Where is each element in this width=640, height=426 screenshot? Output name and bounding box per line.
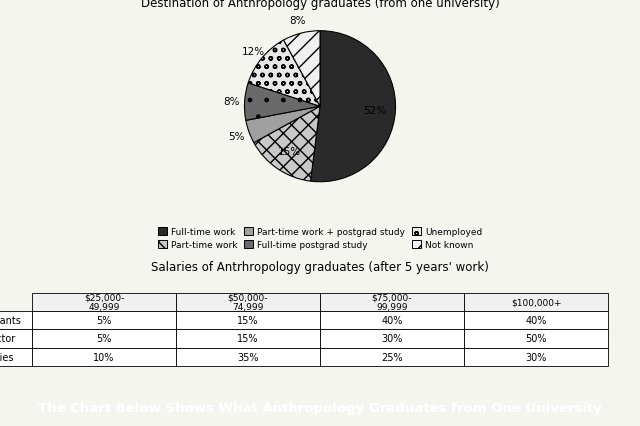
Text: 52%: 52% [363, 105, 386, 115]
Legend: Full-time work, Part-time work, Part-time work + postgrad study, Full-time postg: Full-time work, Part-time work, Part-tim… [156, 225, 484, 253]
Title: Destination of Anthropology graduates (from one university): Destination of Anthropology graduates (f… [141, 0, 499, 10]
Wedge shape [254, 107, 320, 182]
Wedge shape [284, 32, 320, 107]
Text: The Chart Below Shows What Anthropology Graduates from One University: The Chart Below Shows What Anthropology … [38, 401, 602, 414]
Title: Salaries of Antrhropology graduates (after 5 years' work): Salaries of Antrhropology graduates (aft… [151, 260, 489, 273]
Text: 8%: 8% [289, 16, 306, 26]
Text: 5%: 5% [228, 132, 244, 142]
Text: 12%: 12% [241, 47, 264, 57]
Wedge shape [248, 41, 320, 107]
Text: 8%: 8% [223, 96, 239, 106]
Wedge shape [246, 107, 320, 143]
Text: 15%: 15% [278, 147, 301, 157]
Wedge shape [244, 83, 320, 121]
Wedge shape [310, 32, 396, 182]
